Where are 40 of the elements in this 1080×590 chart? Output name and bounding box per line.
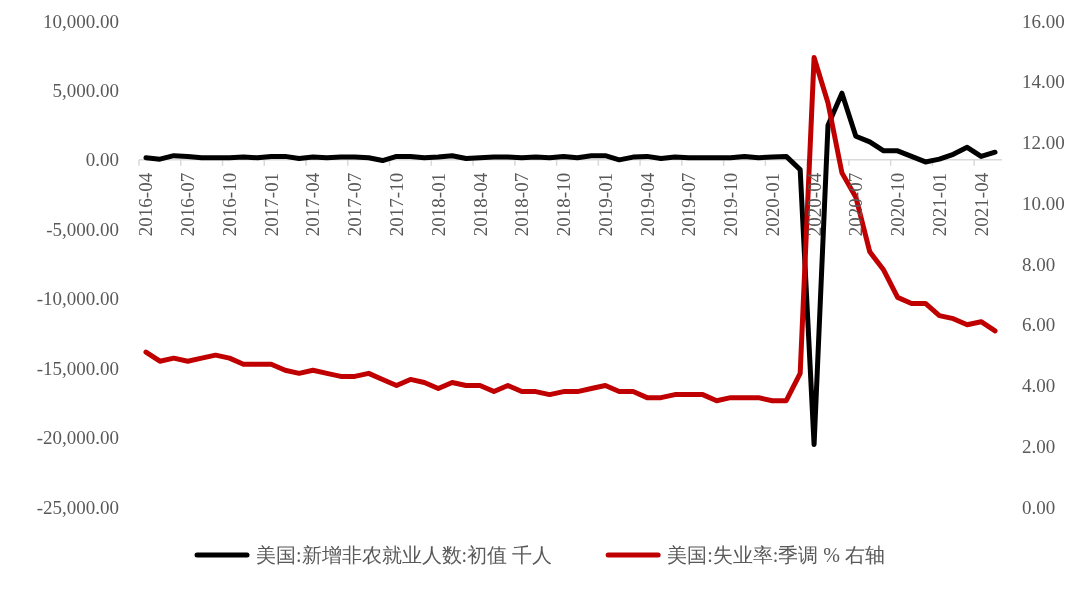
x-tick-label: 2017-10 (386, 172, 408, 237)
y-tick-label: 5,000.00 (52, 79, 119, 101)
x-tick-label: 2020-01 (761, 172, 783, 237)
legend-label: 美国:新增非农就业人数:初值 千人 (256, 544, 553, 566)
x-tick-label: 2021-04 (970, 172, 992, 237)
x-tick-label: 2020-04 (803, 172, 825, 237)
y-tick-label: -25,000.00 (36, 496, 119, 518)
x-tick-label: 2016-04 (135, 172, 157, 237)
y-tick-label: -15,000.00 (36, 357, 119, 379)
x-tick-label: 2017-04 (302, 172, 324, 237)
y-tick-label: -10,000.00 (36, 288, 119, 310)
y-tick-label: 0.00 (85, 149, 119, 171)
y-tick-label: -5,000.00 (46, 218, 119, 240)
y2-tick-label: 2.00 (1022, 435, 1056, 457)
x-tick-label: 2016-10 (218, 172, 240, 237)
y2-tick-label: 8.00 (1022, 253, 1056, 275)
x-tick-label: 2017-01 (260, 172, 282, 237)
y2-tick-label: 14.00 (1022, 71, 1065, 93)
x-tick-label: 2018-07 (511, 172, 533, 237)
y2-tick-label: 6.00 (1022, 314, 1056, 336)
y2-tick-label: 0.00 (1022, 496, 1056, 518)
x-tick-label: 2016-07 (177, 172, 199, 237)
x-tick-label: 2018-04 (469, 172, 491, 237)
x-tick-label: 2019-01 (594, 172, 616, 237)
y2-tick-label: 16.00 (1022, 10, 1065, 32)
y-tick-label: -20,000.00 (36, 427, 119, 449)
x-tick-label: 2019-04 (636, 172, 658, 237)
legend-label: 美国:失业率:季调 % 右轴 (667, 544, 885, 566)
y-tick-label: 10,000.00 (43, 10, 119, 32)
x-tick-label: 2018-10 (553, 172, 575, 237)
x-tick-label: 2019-07 (678, 172, 700, 237)
x-tick-label: 2018-01 (427, 172, 449, 237)
x-tick-label: 2017-07 (344, 172, 366, 237)
y2-tick-label: 12.00 (1022, 132, 1065, 153)
x-tick-label: 2021-01 (928, 172, 950, 237)
x-tick-label: 2020-10 (887, 172, 909, 237)
y2-tick-label: 10.00 (1022, 192, 1065, 214)
x-tick-label: 2020-07 (845, 172, 867, 237)
y2-tick-label: 4.00 (1022, 375, 1056, 396)
x-tick-label: 2019-10 (720, 172, 742, 237)
